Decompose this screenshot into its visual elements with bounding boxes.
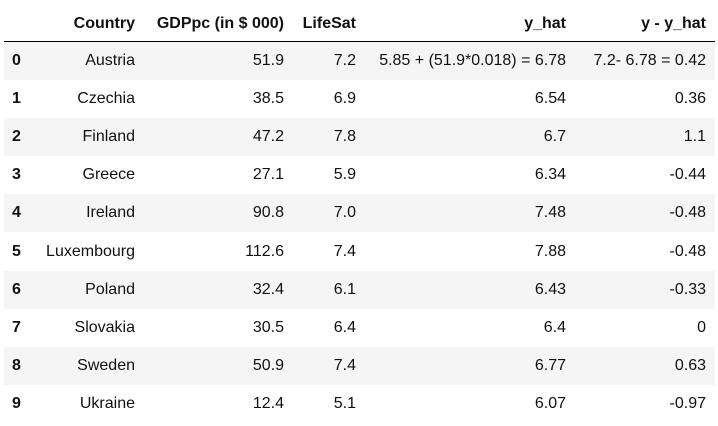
country-cell: Finland: [82, 127, 135, 145]
column-header-residual: y - y_hat: [575, 6, 715, 42]
header-row: Country GDPpc (in $ 000) LifeSat y_hat y…: [4, 6, 715, 42]
gdppc-cell: 27.1: [252, 166, 284, 184]
gdppc-cell: 30.5: [252, 318, 284, 336]
row-index: 7: [12, 318, 21, 336]
lifesat-cell: 6.1: [333, 280, 356, 298]
gdppc-cell: 51.9: [252, 51, 284, 69]
row-index: 4: [12, 204, 21, 222]
column-header-lifesat: LifeSat: [293, 6, 365, 42]
y-hat-cell: 6.77: [534, 357, 566, 375]
table-row: 9 Ukraine 12.4 5.1 6.07 -0.97: [4, 385, 715, 423]
table-row: 7 Slovakia 30.5 6.4 6.4 0: [4, 309, 715, 347]
y-hat-cell: 6.54: [534, 89, 566, 107]
country-cell: Ireland: [86, 204, 135, 222]
y-hat-cell: 6.07: [534, 395, 566, 413]
residual-cell: -0.44: [669, 166, 706, 184]
row-index: 9: [12, 395, 21, 413]
y-hat-cell: 6.34: [534, 166, 566, 184]
gdppc-cell: 112.6: [245, 242, 284, 260]
lifesat-cell: 7.8: [333, 127, 356, 145]
column-header-gdppc: GDPpc (in $ 000): [144, 6, 293, 42]
residual-cell: -0.33: [669, 280, 706, 298]
gdppc-cell: 90.8: [252, 204, 284, 222]
lifesat-cell: 5.9: [333, 166, 356, 184]
lifesat-cell: 6.4: [333, 318, 356, 336]
country-cell: Greece: [82, 166, 135, 184]
table-row: 0 Austria 51.9 7.2 5.85 + (51.9*0.018) =…: [4, 41, 715, 80]
y-hat-cell: 7.88: [534, 242, 566, 260]
country-cell: Luxembourg: [46, 242, 135, 260]
column-header-country: Country: [34, 6, 144, 42]
residual-cell: 1.1: [683, 127, 706, 145]
table-row: 4 Ireland 90.8 7.0 7.48 -0.48: [4, 194, 715, 233]
row-index: 5: [12, 242, 21, 260]
lifesat-cell: 6.9: [333, 89, 356, 107]
residual-cell: 7.2- 6.78 = 0.42: [593, 51, 706, 69]
row-index: 1: [12, 89, 21, 107]
table-row: 8 Sweden 50.9 7.4 6.77 0.63: [4, 347, 715, 386]
gdppc-cell: 47.2: [252, 127, 284, 145]
gdppc-cell: 50.9: [252, 357, 284, 375]
y-hat-cell: 5.85 + (51.9*0.018) = 6.78: [379, 51, 566, 69]
row-index: 0: [12, 51, 21, 69]
country-cell: Sweden: [77, 357, 135, 375]
table-row: 3 Greece 27.1 5.9 6.34 -0.44: [4, 156, 715, 194]
country-cell: Poland: [85, 280, 135, 298]
table-row: 1 Czechia 38.5 6.9 6.54 0.36: [4, 80, 715, 118]
row-index: 6: [12, 280, 21, 298]
table-row: 5 Luxembourg 112.6 7.4 7.88 -0.48: [4, 232, 715, 270]
lifesat-cell: 5.1: [333, 395, 356, 413]
gdppc-cell: 32.4: [252, 280, 284, 298]
residual-cell: -0.48: [669, 204, 706, 222]
table-row: 6 Poland 32.4 6.1 6.43 -0.33: [4, 270, 715, 309]
row-index: 3: [12, 166, 21, 184]
data-table: Country GDPpc (in $ 000) LifeSat y_hat y…: [4, 6, 715, 423]
residual-cell: -0.48: [669, 242, 706, 260]
lifesat-cell: 7.4: [333, 242, 356, 260]
residual-cell: 0.63: [674, 357, 706, 375]
column-header-index: [4, 6, 34, 42]
lifesat-cell: 7.2: [333, 51, 356, 69]
residual-cell: -0.97: [669, 395, 706, 413]
gdppc-cell: 12.4: [252, 395, 284, 413]
country-cell: Slovakia: [74, 318, 135, 336]
y-hat-cell: 6.4: [543, 318, 566, 336]
country-cell: Czechia: [77, 89, 135, 107]
lifesat-cell: 7.4: [333, 357, 356, 375]
gdppc-cell: 38.5: [252, 89, 284, 107]
residual-cell: 0.36: [674, 89, 706, 107]
residual-cell: 0: [697, 318, 706, 336]
lifesat-cell: 7.0: [333, 204, 356, 222]
table-row: 2 Finland 47.2 7.8 6.7 1.1: [4, 117, 715, 157]
row-index: 2: [12, 127, 21, 145]
country-cell: Ukraine: [79, 395, 135, 413]
country-cell: Austria: [85, 51, 135, 69]
y-hat-cell: 6.43: [534, 280, 566, 298]
column-header-y-hat: y_hat: [365, 6, 575, 42]
y-hat-cell: 6.7: [543, 127, 566, 145]
y-hat-cell: 7.48: [534, 204, 566, 222]
row-index: 8: [12, 357, 21, 375]
